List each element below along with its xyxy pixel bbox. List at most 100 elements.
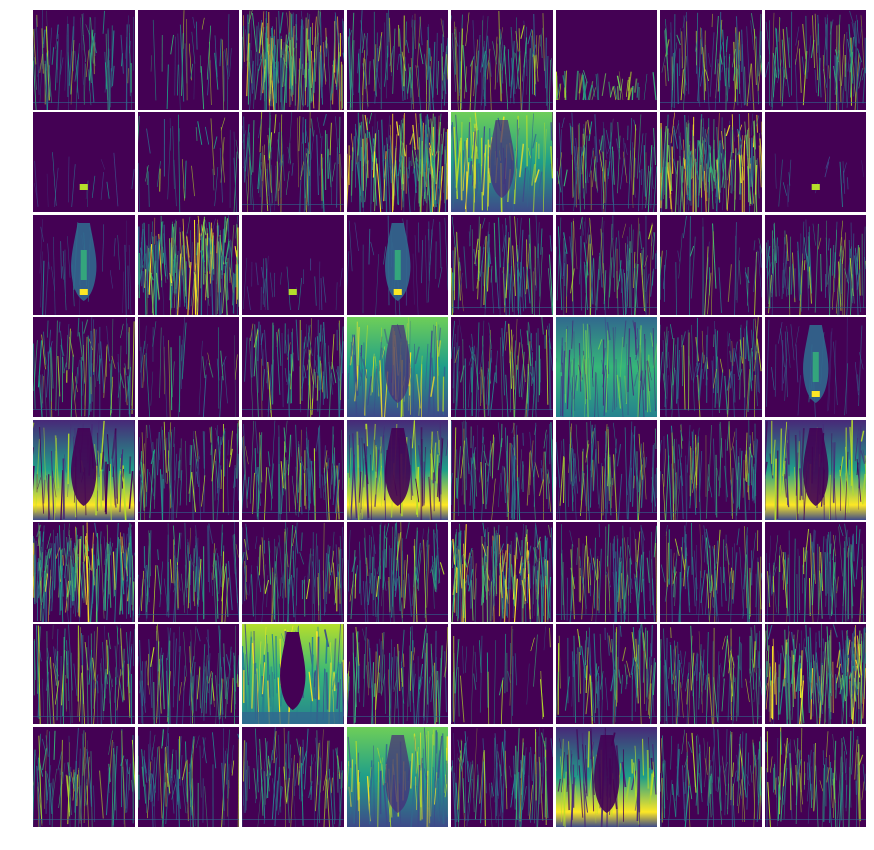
feature-map-image (660, 521, 762, 622)
feature-map-image (137, 214, 239, 315)
feature-map-panel (555, 214, 657, 315)
feature-map-image (764, 214, 866, 315)
feature-map-image (660, 214, 762, 315)
feature-map-image (764, 112, 866, 213)
feature-map-panel (451, 10, 553, 110)
feature-map-panel (451, 419, 553, 520)
feature-map-image (346, 317, 448, 418)
feature-map-image (242, 726, 344, 827)
feature-map-panel (346, 521, 448, 622)
feature-map-panel (346, 624, 448, 725)
feature-map-image (242, 214, 344, 315)
feature-map-image (137, 419, 239, 520)
feature-map-panel (555, 317, 657, 418)
feature-map-panel (451, 317, 553, 418)
feature-map-panel (555, 624, 657, 725)
feature-map-image (555, 112, 657, 213)
feature-map-panel (555, 521, 657, 622)
feature-map-image (555, 10, 657, 110)
feature-map-panel (137, 419, 239, 520)
feature-map-panel (451, 112, 553, 213)
feature-map-panel (33, 112, 135, 213)
feature-map-image (33, 317, 135, 418)
feature-map-image (555, 521, 657, 622)
feature-map-panel (764, 214, 866, 315)
feature-map-image (242, 10, 344, 110)
feature-map-panel (33, 624, 135, 725)
feature-map-panel (764, 112, 866, 213)
feature-map-panel (242, 726, 344, 827)
feature-map-image (555, 214, 657, 315)
feature-map-image (451, 112, 553, 213)
feature-map-panel (555, 726, 657, 827)
feature-map-image (660, 112, 762, 213)
feature-map-image (242, 521, 344, 622)
feature-map-panel (33, 726, 135, 827)
feature-map-image (451, 317, 553, 418)
feature-map-image (137, 112, 239, 213)
feature-map-panel (764, 726, 866, 827)
feature-map-panel (346, 726, 448, 827)
feature-map-image (346, 521, 448, 622)
feature-map-panel (660, 419, 762, 520)
feature-map-panel (764, 624, 866, 725)
feature-map-panel (242, 419, 344, 520)
feature-map-image (346, 10, 448, 110)
feature-map-image (137, 521, 239, 622)
feature-map-panel (242, 10, 344, 110)
feature-map-image (764, 317, 866, 418)
feature-map-panel (660, 214, 762, 315)
feature-map-panel (764, 521, 866, 622)
feature-map-panel (451, 624, 553, 725)
feature-map-panel (33, 214, 135, 315)
feature-map-panel (137, 521, 239, 622)
feature-map-panel (33, 419, 135, 520)
feature-map-image (555, 419, 657, 520)
feature-map-panel (660, 10, 762, 110)
feature-map-image (33, 419, 135, 520)
feature-map-image (764, 10, 866, 110)
feature-map-image (242, 112, 344, 213)
feature-map-image (764, 419, 866, 520)
feature-map-image (137, 10, 239, 110)
feature-map-panel (346, 214, 448, 315)
feature-map-image (555, 317, 657, 418)
feature-map-image (242, 317, 344, 418)
feature-map-image (346, 726, 448, 827)
feature-map-image (451, 624, 553, 725)
feature-map-panel (555, 10, 657, 110)
feature-map-image (451, 419, 553, 520)
feature-map-image (137, 624, 239, 725)
feature-map-image (137, 726, 239, 827)
feature-map-panel (660, 624, 762, 725)
feature-map-panel (660, 112, 762, 213)
feature-map-panel (242, 214, 344, 315)
feature-map-image (764, 624, 866, 725)
feature-map-panel (451, 521, 553, 622)
feature-map-image (451, 521, 553, 622)
feature-map-image (555, 726, 657, 827)
feature-map-panel (660, 317, 762, 418)
feature-map-image (451, 214, 553, 315)
feature-map-image (764, 521, 866, 622)
feature-map-panel (346, 317, 448, 418)
feature-map-grid (33, 10, 869, 827)
feature-map-image (346, 112, 448, 213)
feature-map-image (242, 624, 344, 725)
feature-map-image (764, 726, 866, 827)
feature-map-panel (764, 317, 866, 418)
feature-map-image (660, 624, 762, 725)
feature-map-panel (660, 521, 762, 622)
feature-map-image (137, 317, 239, 418)
feature-map-panel (33, 317, 135, 418)
feature-map-panel (137, 10, 239, 110)
feature-map-image (346, 419, 448, 520)
feature-map-panel (660, 726, 762, 827)
feature-map-image (33, 214, 135, 315)
feature-map-panel (137, 214, 239, 315)
feature-map-image (33, 112, 135, 213)
feature-map-panel (555, 112, 657, 213)
feature-map-image (660, 419, 762, 520)
feature-map-panel (764, 419, 866, 520)
feature-map-image (346, 624, 448, 725)
